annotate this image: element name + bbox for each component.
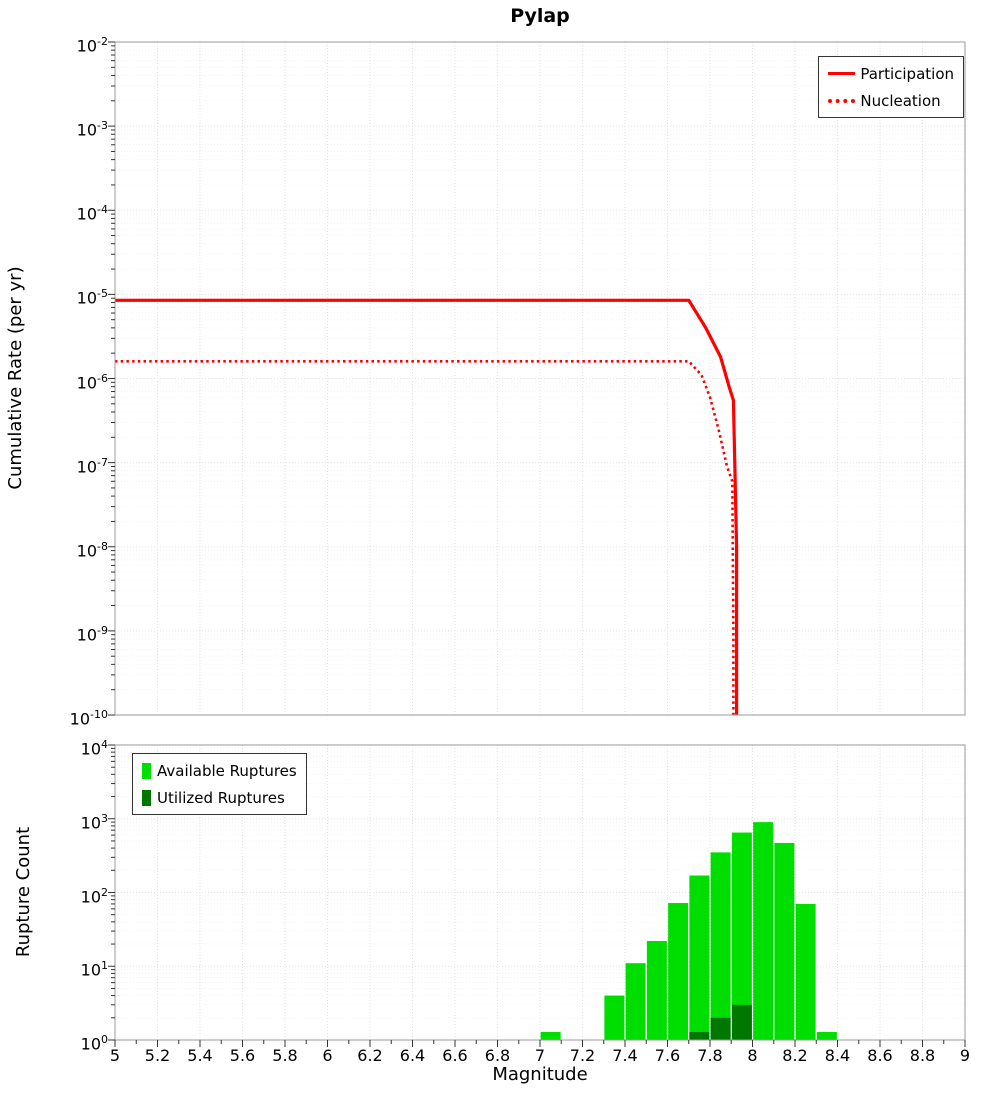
rupture-legend: Available Ruptures Utilized Ruptures <box>132 753 307 815</box>
available-ruptures-swatch <box>142 762 151 779</box>
bottom-y-axis-label: Rupture Count <box>13 827 34 957</box>
top-y-axis-label: Cumulative Rate (per yr) <box>5 266 26 489</box>
available-bar <box>710 852 731 1040</box>
available-bar <box>646 940 667 1040</box>
utilized-bar <box>689 1032 710 1040</box>
legend-label-utilized: Utilized Ruptures <box>157 788 285 807</box>
participation-line <box>115 298 739 715</box>
legend-item-available: Available Ruptures <box>142 757 297 784</box>
utilized-ruptures-swatch <box>142 789 151 806</box>
available-bar <box>668 903 689 1040</box>
available-bar <box>689 875 710 1040</box>
nucleation-line-sample <box>828 98 856 103</box>
nucleation-line <box>115 359 735 715</box>
legend-label-available: Available Ruptures <box>157 761 297 780</box>
available-bar <box>625 963 646 1040</box>
available-bar <box>774 842 795 1040</box>
rate-legend: Participation Nucleation <box>818 56 964 118</box>
legend-item-participation: Participation <box>828 60 954 87</box>
utilized-bar <box>731 1004 752 1040</box>
legend-item-utilized: Utilized Ruptures <box>142 784 297 811</box>
available-bar <box>753 822 774 1040</box>
generated-plot-content <box>108 41 966 1047</box>
chart-title: Pylap <box>510 5 570 27</box>
legend-label-nucleation: Nucleation <box>860 91 941 110</box>
available-bar <box>604 995 625 1040</box>
utilized-bar <box>710 1017 731 1040</box>
legend-label-participation: Participation <box>860 64 954 83</box>
x-axis-label: Magnitude <box>492 1064 587 1085</box>
legend-item-nucleation: Nucleation <box>828 87 954 114</box>
available-bar <box>540 1032 561 1040</box>
available-bar <box>731 832 752 1040</box>
available-bar <box>816 1032 837 1040</box>
participation-line-sample <box>828 72 856 75</box>
available-bar <box>795 903 816 1040</box>
